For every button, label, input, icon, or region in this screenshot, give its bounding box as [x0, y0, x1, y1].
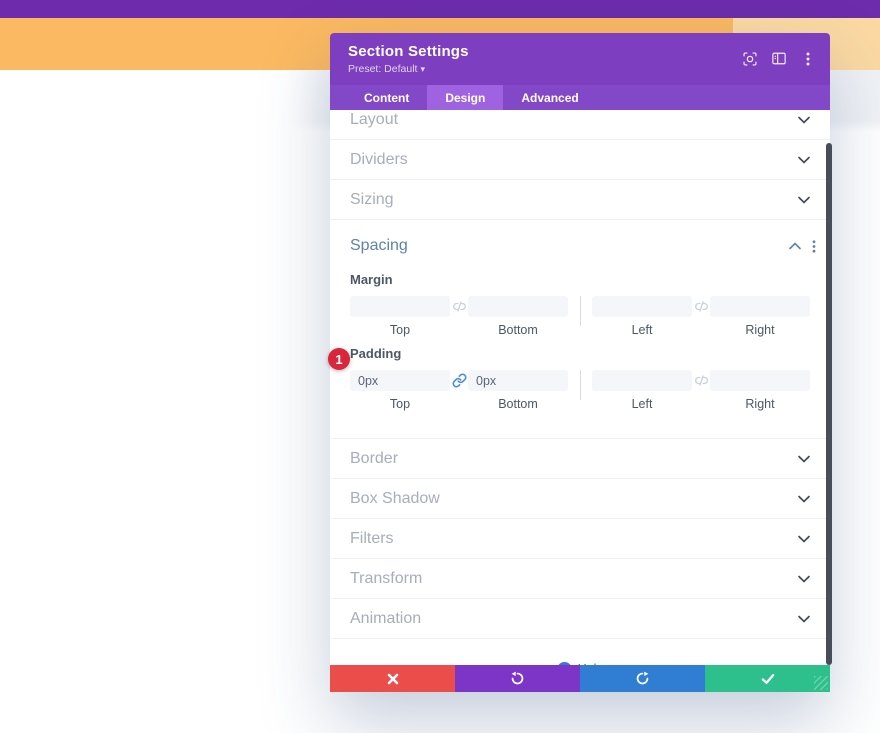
toggle-box-shadow[interactable]: Box Shadow — [330, 479, 830, 519]
toggle-label: Animation — [350, 609, 422, 627]
help-row: ? Help — [330, 639, 830, 665]
chevron-down-icon — [798, 495, 810, 503]
unlink-icon[interactable] — [450, 296, 468, 317]
settings-tab-bar: Content Design Advanced — [330, 85, 830, 110]
chevron-down-icon — [798, 116, 810, 124]
modal-action-bar — [330, 665, 830, 692]
toggle-label: Dividers — [350, 150, 408, 168]
more-options-icon[interactable] — [800, 51, 815, 66]
toggle-label: Spacing — [350, 237, 408, 254]
margin-right-input[interactable] — [710, 296, 810, 317]
resize-handle[interactable] — [814, 676, 828, 690]
redo-button[interactable] — [580, 665, 705, 692]
field-label: Left — [631, 323, 653, 337]
preset-selector[interactable]: Preset: Default ▾ — [348, 63, 814, 75]
modal-header[interactable]: Section Settings Preset: Default ▾ — [330, 33, 830, 85]
undo-button[interactable] — [455, 665, 580, 692]
margin-top-input[interactable] — [350, 296, 450, 317]
help-link[interactable]: Help — [578, 662, 604, 665]
toggle-spacing-open: Spacing Margin — [330, 220, 830, 439]
toggle-label: Transform — [350, 569, 423, 587]
preset-label: Preset: Default — [348, 63, 418, 75]
field-label: Right — [745, 397, 775, 411]
page-top-purple-bar — [0, 0, 880, 18]
field-label: Right — [745, 323, 775, 337]
modal-title: Section Settings — [348, 43, 469, 60]
field-label: Top — [389, 397, 411, 411]
x-icon — [387, 673, 398, 684]
discard-button[interactable] — [330, 665, 455, 692]
field-divider — [579, 296, 581, 326]
toggle-dividers[interactable]: Dividers — [330, 140, 830, 180]
chevron-down-icon — [798, 575, 810, 583]
toggle-spacing-header[interactable]: Spacing — [330, 220, 830, 266]
save-button[interactable] — [705, 665, 830, 692]
padding-group: Padding — [350, 346, 810, 411]
undo-icon — [511, 671, 524, 685]
padding-right-input[interactable] — [710, 370, 810, 391]
toggle-layout[interactable]: Layout — [330, 110, 830, 140]
tab-design[interactable]: Design — [427, 85, 504, 110]
margin-left-input[interactable] — [592, 296, 692, 317]
padding-bottom-input[interactable] — [468, 370, 568, 391]
chevron-down-icon: ▾ — [420, 64, 425, 74]
padding-label: Padding — [350, 346, 402, 361]
toggle-filters[interactable]: Filters — [330, 519, 830, 559]
margin-bottom-input[interactable] — [468, 296, 568, 317]
tab-content[interactable]: Content — [364, 90, 410, 105]
chevron-down-icon — [798, 156, 810, 164]
field-label: Left — [631, 397, 653, 411]
check-icon — [761, 673, 774, 684]
step-marker-badge: 1 — [328, 348, 350, 370]
section-settings-modal: Section Settings Preset: Default ▾ — [330, 33, 832, 692]
toggle-border[interactable]: Border — [330, 439, 830, 479]
toggle-transform[interactable]: Transform — [330, 559, 830, 599]
settings-body: Layout Dividers Sizing Spacing — [330, 110, 830, 665]
help-icon[interactable]: ? — [556, 661, 572, 665]
toggle-label: Box Shadow — [350, 489, 440, 507]
tab-advanced[interactable]: Advanced — [521, 90, 579, 105]
margin-label: Margin — [350, 272, 393, 287]
chevron-down-icon — [798, 615, 810, 623]
chevron-down-icon — [798, 196, 810, 204]
field-divider — [579, 370, 581, 400]
modal-scrollbar-thumb[interactable] — [826, 143, 832, 665]
padding-top-input[interactable] — [350, 370, 450, 391]
more-options-icon[interactable] — [812, 239, 816, 253]
link-icon[interactable] — [450, 370, 468, 391]
toggle-label: Filters — [350, 529, 394, 547]
toggle-label: Border — [350, 449, 399, 467]
unlink-icon[interactable] — [692, 370, 710, 391]
field-label: Bottom — [498, 397, 538, 411]
field-label: Bottom — [498, 323, 538, 337]
toggle-label: Sizing — [350, 190, 394, 208]
chevron-down-icon — [798, 535, 810, 543]
toggle-animation[interactable]: Animation — [330, 599, 830, 639]
toggle-sizing[interactable]: Sizing — [330, 180, 830, 220]
focus-icon[interactable] — [742, 51, 757, 66]
field-label: Top — [389, 323, 411, 337]
toggle-label: Layout — [350, 110, 399, 128]
margin-group: Margin To — [350, 272, 810, 337]
unlink-icon[interactable] — [692, 296, 710, 317]
chevron-down-icon — [798, 455, 810, 463]
redo-icon — [636, 671, 649, 685]
panel-layout-icon[interactable] — [771, 51, 786, 66]
chevron-up-icon — [789, 242, 801, 250]
padding-left-input[interactable] — [592, 370, 692, 391]
